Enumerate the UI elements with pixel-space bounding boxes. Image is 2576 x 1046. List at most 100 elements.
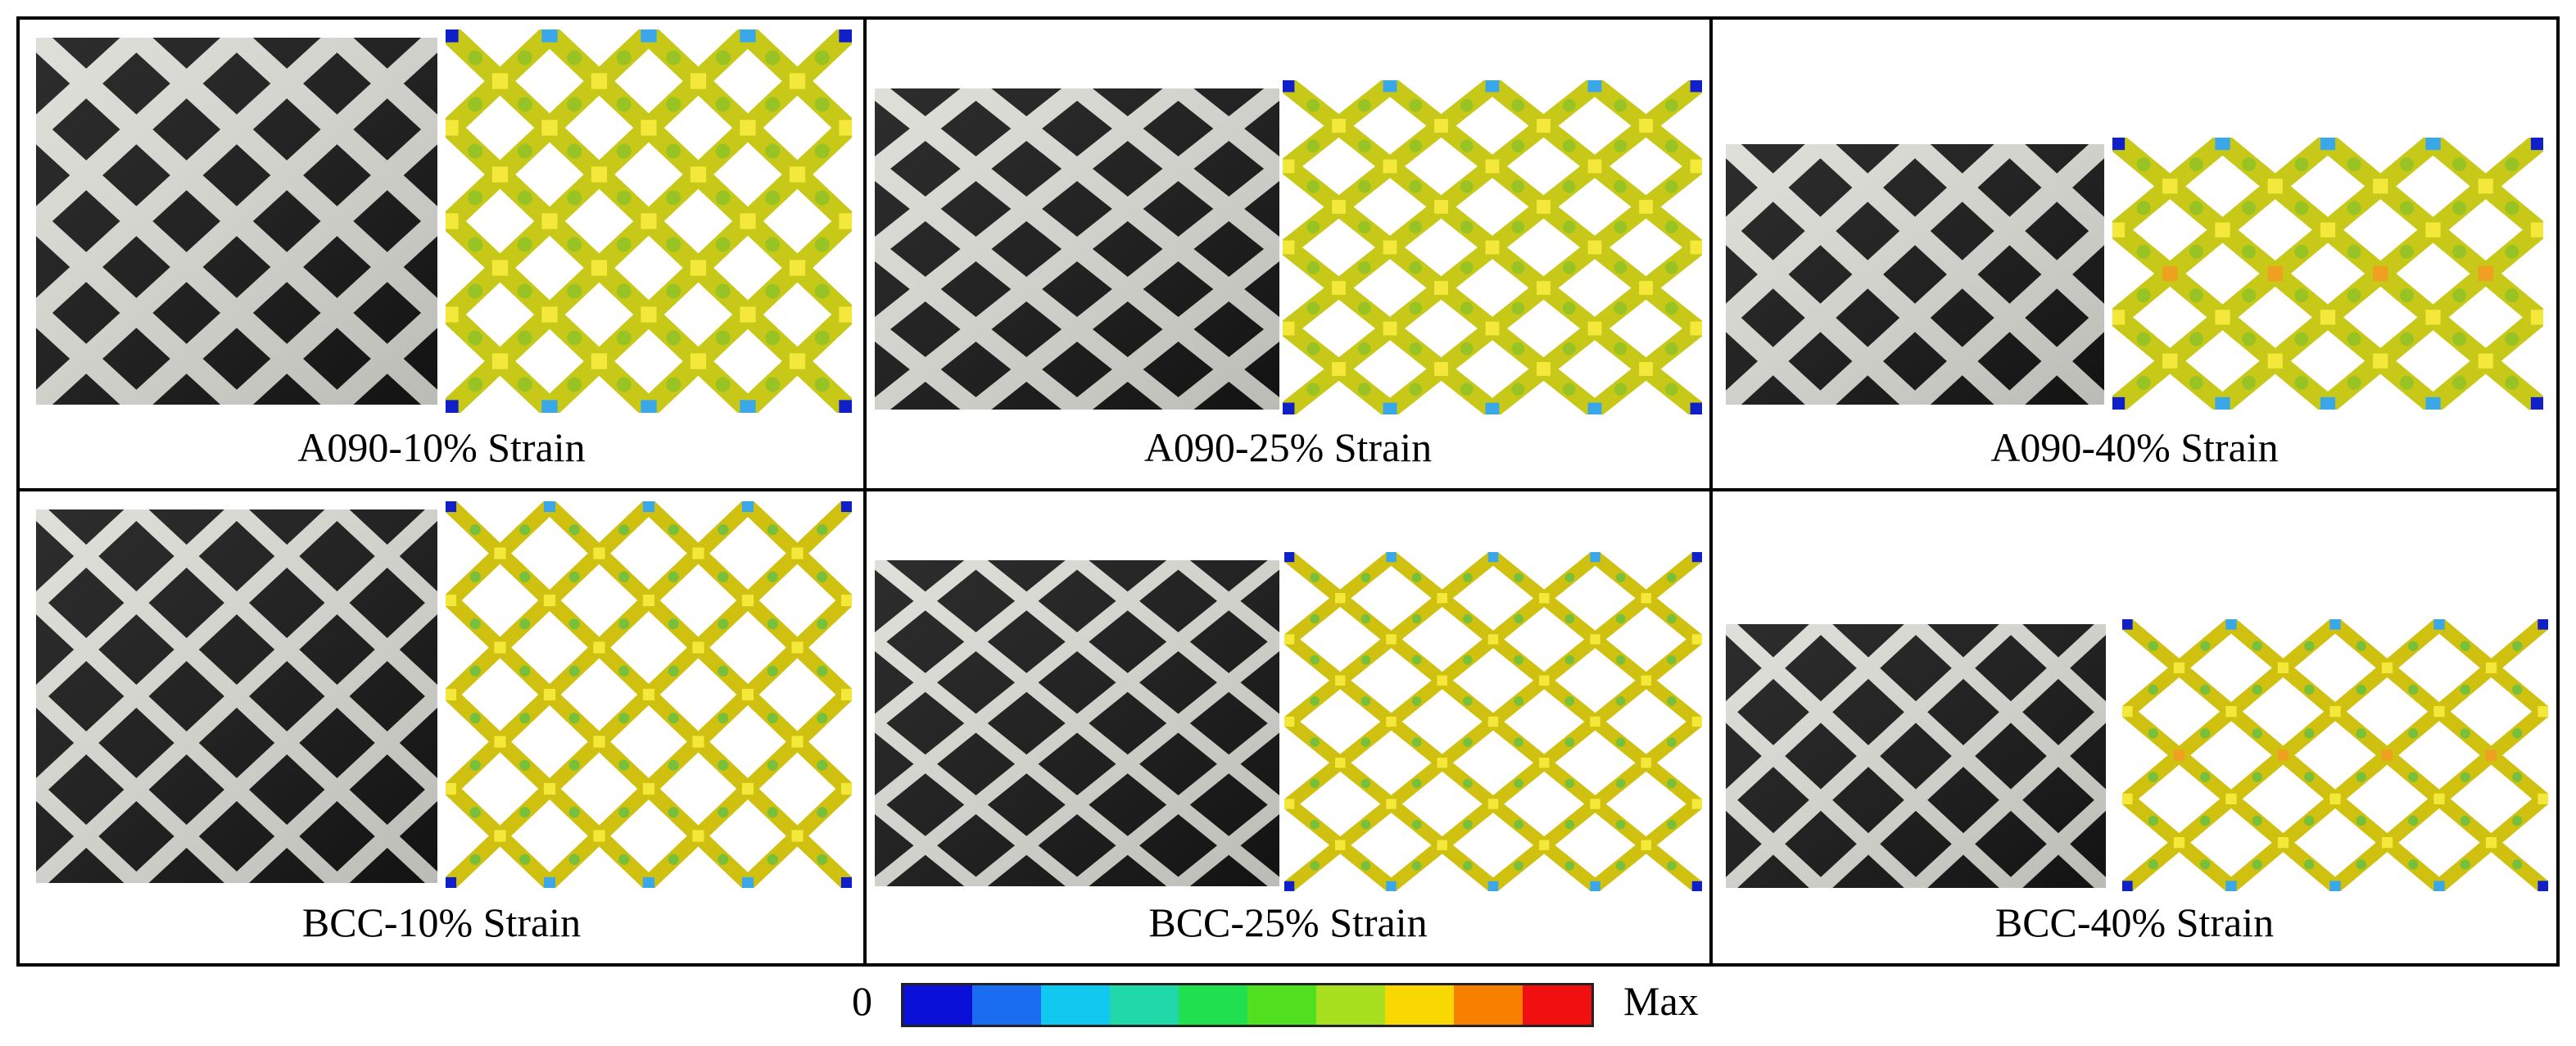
strain-zone [1615,737,1626,747]
strain-zone [2200,772,2211,782]
joint-node [839,120,852,136]
strain-zone [2200,641,2211,651]
photo-bcc-10 [36,509,437,883]
joint-node [642,594,655,607]
strain-zone [468,50,483,66]
joint-node [543,688,556,701]
strain-zone [1664,342,1678,355]
strain-zone [2252,815,2262,826]
strain-zone [1667,573,1677,582]
center-node [791,736,804,748]
strain-zone [2460,815,2470,826]
strain-zone [2408,641,2419,651]
fem-bcc-40 [2122,619,2548,891]
strain-zone [616,377,632,392]
center-node [789,166,806,183]
center-node [692,736,704,748]
strain-zone [1514,819,1523,830]
joint-node [1284,634,1295,645]
strain-mid-zones [1310,573,1677,871]
strain-zone [1564,696,1575,706]
joint-node [2320,138,2336,151]
strain-zone [2200,684,2211,695]
strain-zone [1562,383,1576,396]
strain-zone [1564,737,1575,747]
caption-bcc-10: BCC-10% Strain [301,899,582,945]
joint-node [1487,552,1499,563]
strain-zone [1411,778,1422,789]
fem-bcc-25 [1284,552,1702,891]
joint-node [2433,706,2445,718]
strain-zone [817,618,828,630]
center-node [1537,362,1551,376]
corner-node [446,400,459,413]
strain-zone [718,807,729,818]
specimen-photo [36,38,437,405]
strain-zone [817,713,828,724]
strain-zone [616,330,632,346]
strain-zone [1664,139,1678,153]
center-node [2277,749,2289,761]
joint-node [641,306,657,323]
strain-zone [618,524,630,536]
strain-zone [767,618,778,630]
joint-node [740,213,756,229]
strain-zone [2505,244,2519,259]
strain-zone [1564,573,1575,582]
strain-zone [1564,861,1575,871]
joint-node [1386,799,1397,809]
joint-node [2320,310,2336,325]
strain-zone [1306,220,1320,234]
center-node [1537,281,1551,295]
joint-node [741,501,754,513]
center-node [1539,675,1550,686]
strain-zone [765,190,781,206]
joint-node [2112,222,2126,238]
lattice-struts [2112,138,2543,410]
strain-zone [1306,179,1320,193]
center-node [2277,662,2289,673]
lattice-nodes [1283,80,1702,414]
strain-zone [1562,220,1576,234]
strain-zone [1306,342,1320,355]
joint-node [641,29,657,43]
strain-zone [1615,614,1626,624]
center-node [2373,179,2388,194]
joint-node [1487,634,1499,645]
strain-zone [2452,157,2467,172]
strain-zone [1463,778,1473,789]
strain-zone [666,143,681,159]
strain-zone [2399,157,2414,172]
center-node [2162,179,2178,194]
center-node [2173,837,2185,849]
strain-zone [1360,737,1371,747]
strain-zone [668,665,679,677]
center-node [690,166,707,183]
photo-a090-40 [1726,144,2104,405]
center-node [1641,675,1651,686]
strain-zone [1615,696,1626,706]
strain-zone [618,571,630,582]
colorbar-segment-7 [1316,985,1385,1025]
strain-zone [668,854,679,865]
center-node [791,641,804,654]
strain-zone [718,759,729,771]
corner-node [2538,881,2548,891]
strain-zone [1310,573,1320,582]
strain-zone [1511,383,1525,396]
joint-node [1283,321,1295,336]
strain-zone [817,759,828,771]
center-node [1332,362,1346,376]
grid-divider-v2 [1709,20,1713,963]
strain-zone [616,143,632,159]
strain-zone [1357,220,1371,234]
strain-zone [767,713,778,724]
joint-node [741,594,754,607]
joint-node [1383,80,1397,93]
strain-zone [817,854,828,865]
photo-a090-25 [875,88,1279,410]
joint-node [2329,881,2341,891]
center-node [789,260,806,276]
strain-zone [767,759,778,771]
strain-zone [1460,301,1474,315]
